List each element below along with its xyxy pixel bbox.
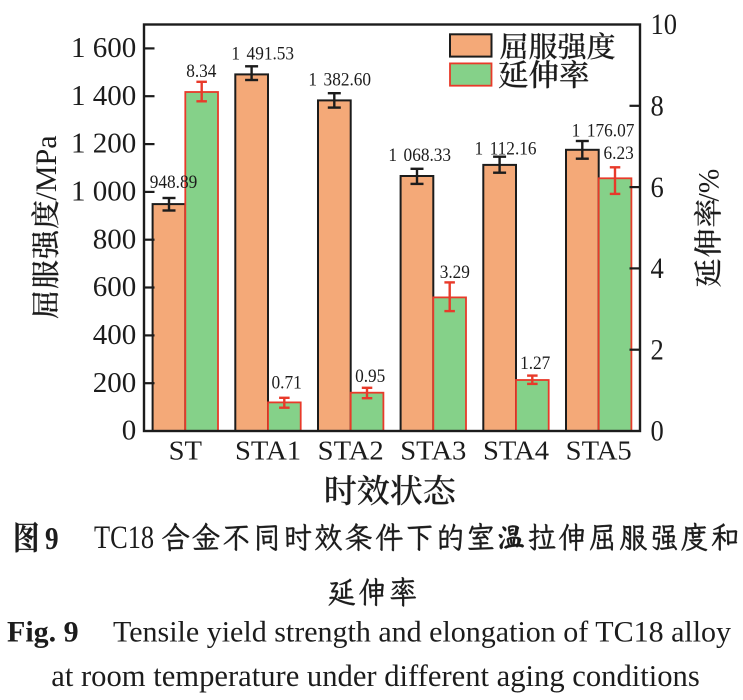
svg-text:1 200: 1 200 [71, 128, 136, 160]
svg-text:1 112.16: 1 112.16 [474, 138, 536, 159]
svg-text:1.27: 1.27 [520, 352, 550, 373]
svg-text:400: 400 [93, 319, 137, 351]
svg-text:800: 800 [93, 223, 137, 255]
svg-text:STA5: STA5 [566, 436, 632, 466]
svg-text:STA2: STA2 [318, 436, 384, 466]
svg-text:0: 0 [122, 415, 137, 447]
svg-text:1 600: 1 600 [71, 32, 136, 64]
svg-text:Fig. 9: Fig. 9 [7, 616, 79, 649]
svg-text:4: 4 [651, 253, 664, 286]
svg-text:8: 8 [651, 90, 664, 123]
svg-text:3.29: 3.29 [440, 261, 470, 282]
svg-text:6.23: 6.23 [603, 142, 633, 163]
svg-text:2: 2 [651, 334, 664, 367]
svg-text:STA4: STA4 [483, 436, 549, 466]
svg-text:TC18: TC18 [94, 519, 154, 555]
svg-text:1 176.07: 1 176.07 [572, 119, 635, 140]
svg-text:948.89: 948.89 [150, 171, 197, 192]
svg-text:/%: /% [694, 169, 726, 202]
svg-text:1 400: 1 400 [71, 80, 136, 112]
svg-text:Tensile yield strength and elo: Tensile yield strength and elongation of… [113, 616, 731, 649]
svg-text:at room temperature under diff: at room temperature under different agin… [51, 659, 700, 693]
svg-text:600: 600 [93, 271, 137, 303]
svg-text:STA3: STA3 [400, 436, 466, 466]
svg-text:1 382.60: 1 382.60 [308, 69, 371, 90]
svg-text:STA1: STA1 [235, 436, 301, 466]
svg-text:10: 10 [651, 9, 678, 42]
svg-text:ST: ST [169, 436, 202, 466]
svg-text:1 491.53: 1 491.53 [231, 43, 294, 64]
svg-text:6: 6 [651, 172, 664, 205]
svg-text:0.71: 0.71 [271, 372, 301, 393]
svg-text:0: 0 [651, 415, 664, 448]
svg-text:/MPa: /MPa [30, 135, 63, 200]
svg-text:8.34: 8.34 [186, 60, 216, 81]
svg-text:1 000: 1 000 [71, 176, 136, 208]
svg-text:0.95: 0.95 [355, 365, 385, 386]
svg-text:9: 9 [45, 522, 59, 556]
svg-text:1 068.33: 1 068.33 [388, 144, 451, 165]
svg-text:200: 200 [93, 367, 137, 399]
